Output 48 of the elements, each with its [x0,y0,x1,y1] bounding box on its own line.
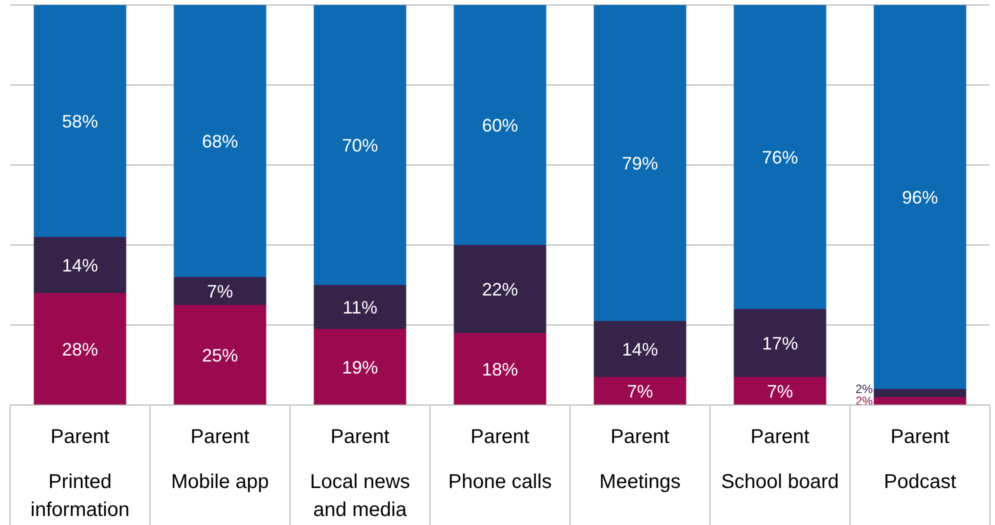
bar [174,305,266,405]
bar [454,333,546,405]
data-label: 28% [62,339,98,360]
data-label: 14% [62,255,98,276]
bar [314,5,406,285]
bar [34,237,126,293]
bar [34,5,126,237]
data-label: 14% [622,339,658,360]
data-label: 70% [342,135,378,156]
data-label: 19% [342,357,378,378]
bar [174,5,266,277]
bar [454,5,546,245]
data-label: 96% [902,187,938,208]
data-label: 22% [482,279,518,300]
bar [874,397,966,405]
data-label: 11% [342,297,378,318]
data-label: 60% [482,115,518,136]
data-label: 25% [202,345,238,366]
data-label: 7% [206,281,234,302]
x-tick-label: Parent Mobile app [171,426,269,493]
bar [174,277,266,305]
bar [594,321,686,377]
bar [734,377,826,405]
data-label: 2% [855,382,874,396]
x-tick-label: Parent Phone calls [448,426,552,493]
data-label: 7% [766,381,794,402]
bar [594,5,686,321]
data-label: 68% [202,131,238,152]
data-label: 17% [762,333,798,354]
x-tick-label: Parent Local news and media [310,426,410,521]
bar [874,5,966,389]
x-tick-label: Parent School board [721,426,839,493]
bar [314,285,406,329]
data-label: 18% [482,359,518,380]
x-tick-label: Parent Meetings [599,426,681,493]
bar [454,245,546,333]
bar [314,329,406,405]
data-label: 76% [762,147,798,168]
data-label: 58% [62,111,98,132]
data-label: 79% [622,153,658,174]
bar [874,389,966,397]
bar [34,293,126,405]
bar [734,309,826,377]
x-tick-label: Parent Podcast [884,426,957,493]
data-label: 7% [626,381,654,402]
bar [594,377,686,405]
bar [734,5,826,309]
x-tick-label: Parent Printed information [30,426,130,521]
